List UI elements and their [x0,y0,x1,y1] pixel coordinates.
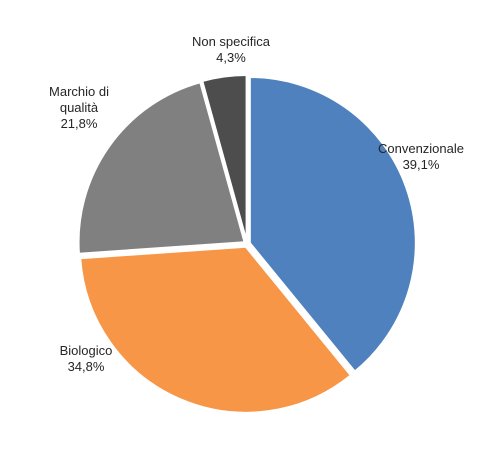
pie-slice-non-specifica [201,74,248,242]
slice-value-non-specifica: 4,3% [216,50,246,65]
pie-slices [77,74,417,414]
slice-value-convenzionale: 39,1% [402,157,440,172]
slice-name-marchio-line-2: qualità [59,100,99,115]
slice-label-marchio-di-qualita: Marchio di qualità 21,8% [24,84,134,132]
slice-name-non-specifica: Non specifica [191,34,271,49]
slice-label-convenzionale: Convenzionale 39,1% [362,141,480,173]
slice-value-marchio-di-qualita: 21,8% [60,116,98,131]
slice-name-marchio-line-1: Marchio di [49,84,109,99]
slice-label-biologico: Biologico 34,8% [36,343,136,375]
pie-slice-biologico [79,245,353,414]
slice-name-convenzionale: Convenzionale [377,141,464,156]
slice-value-biologico: 34,8% [67,359,105,374]
slice-name-biologico: Biologico [59,343,113,358]
pie-slice-convenzionale [248,75,417,373]
slice-label-non-specifica: Non specifica 4,3% [176,34,286,66]
pie-slice-marchio-di-qualit [77,81,246,255]
